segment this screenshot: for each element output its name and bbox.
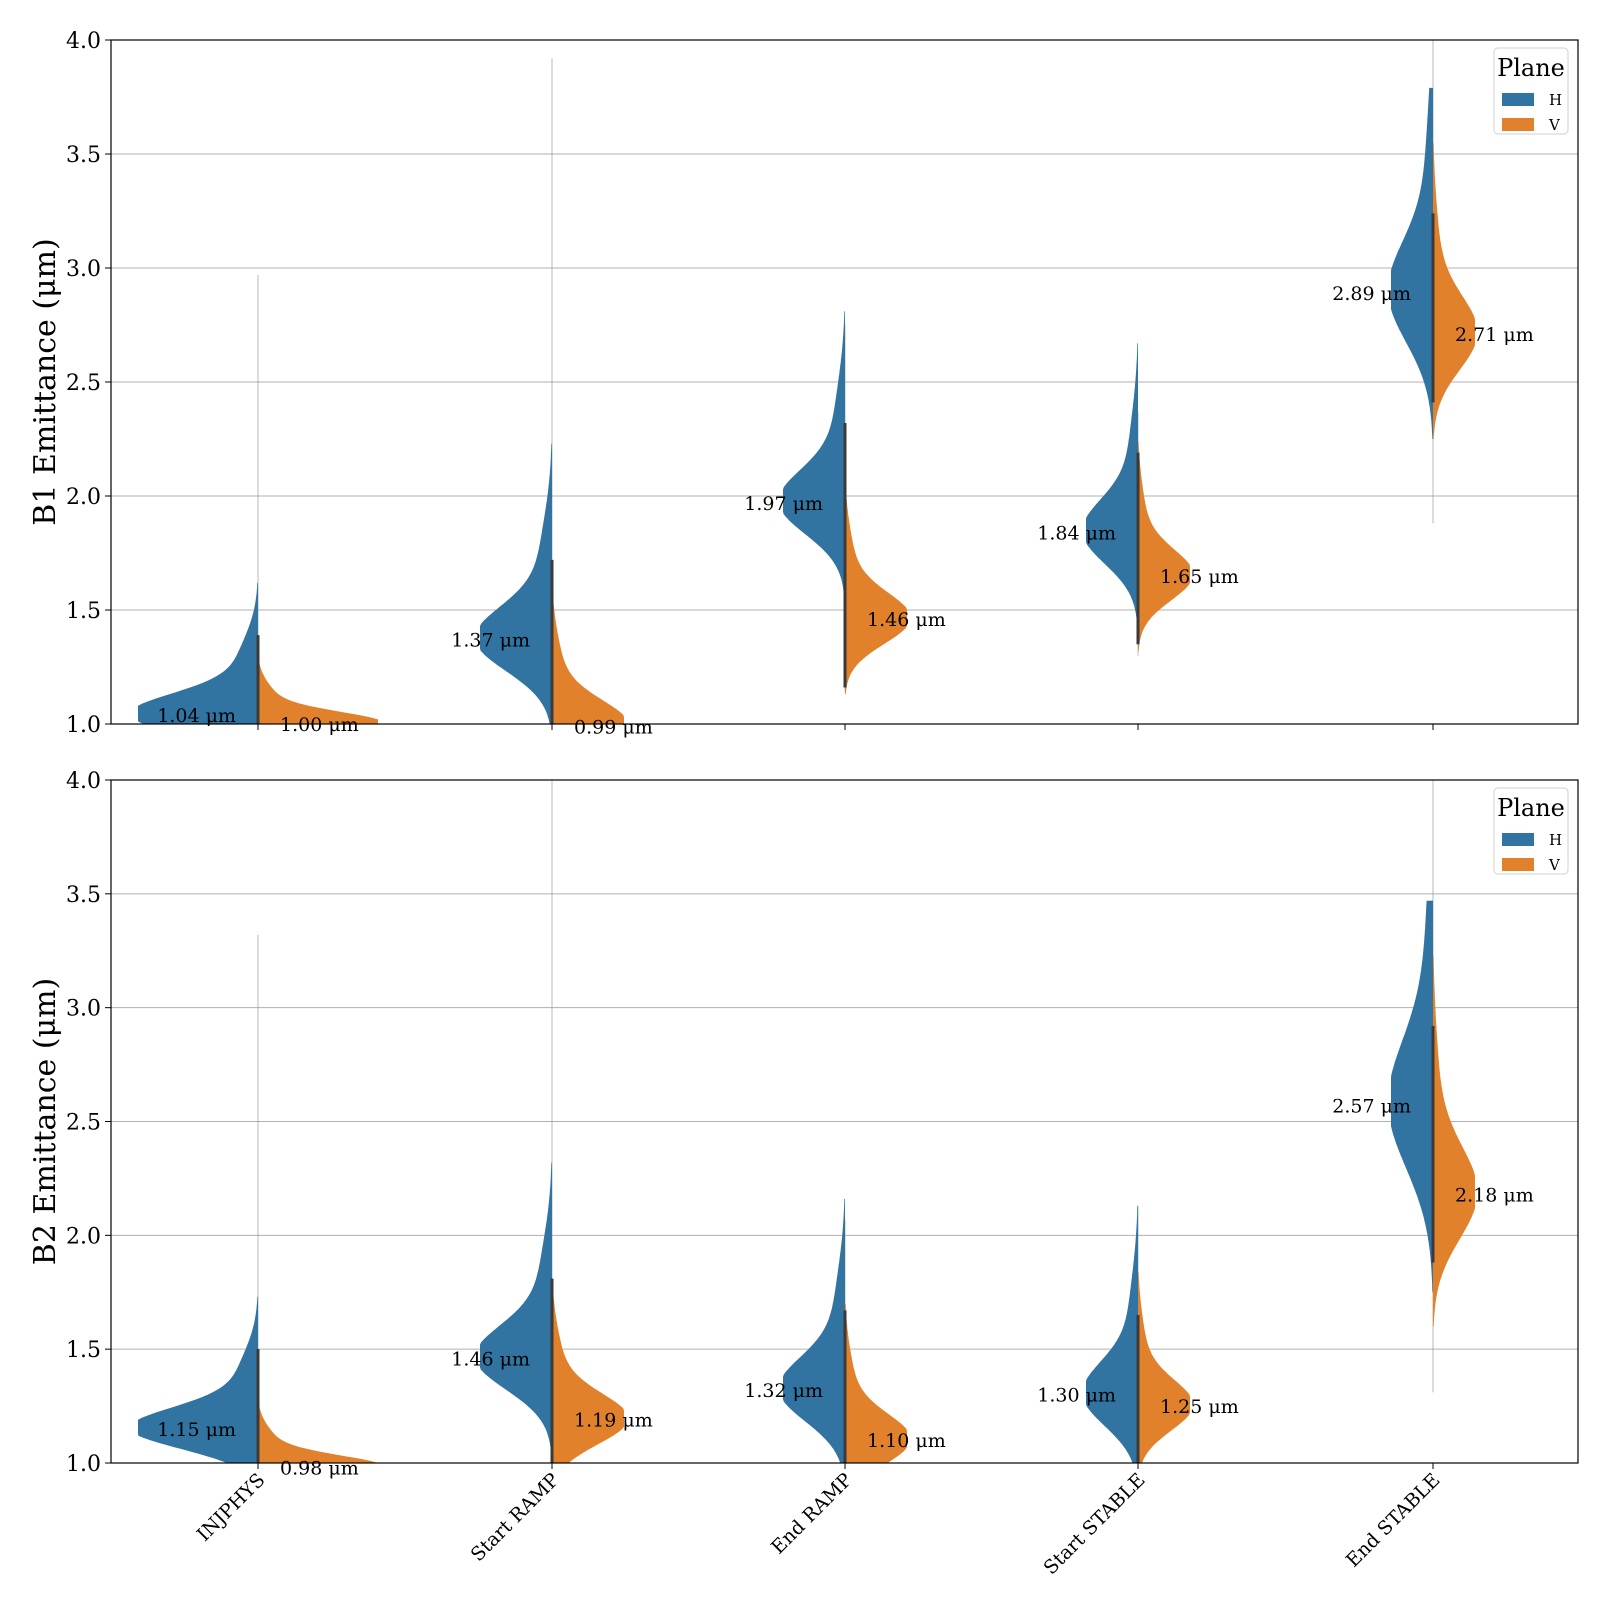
median-label-h: 1.84 μm bbox=[1037, 522, 1116, 544]
violin-h-0 bbox=[138, 582, 258, 724]
median-label-h: 1.97 μm bbox=[744, 493, 823, 515]
legend-label: H bbox=[1549, 91, 1562, 109]
x-tick-label: INJPHYS bbox=[193, 1469, 270, 1546]
violin-v-3 bbox=[1138, 441, 1190, 652]
y-tick-label: 4.0 bbox=[66, 29, 101, 54]
violin-v-4 bbox=[1433, 142, 1475, 439]
median-label-h: 2.89 μm bbox=[1332, 283, 1411, 305]
median-label-h: 1.30 μm bbox=[1037, 1385, 1116, 1407]
violin-v-1 bbox=[552, 587, 624, 724]
violin-v-0 bbox=[258, 657, 378, 724]
x-tick-label: End STABLE bbox=[1342, 1469, 1445, 1572]
violin-v-1 bbox=[552, 1280, 624, 1463]
y-tick-label: 2.5 bbox=[66, 371, 101, 396]
y-tick-label: 1.5 bbox=[66, 1338, 101, 1363]
median-label-h: 1.15 μm bbox=[157, 1419, 236, 1441]
median-label-h: 1.46 μm bbox=[451, 1348, 530, 1370]
legend-swatch-v bbox=[1502, 118, 1534, 131]
y-tick-label: 1.5 bbox=[66, 599, 101, 624]
y-tick-label: 3.5 bbox=[66, 883, 101, 908]
x-tick-label: Start STABLE bbox=[1040, 1469, 1150, 1579]
median-label-v: 0.99 μm bbox=[574, 716, 653, 738]
y-tick-label: 2.0 bbox=[66, 485, 101, 510]
legend: Plane HV bbox=[1493, 787, 1569, 875]
legend-label: H bbox=[1549, 831, 1562, 849]
violin-h-4 bbox=[1391, 87, 1433, 439]
legend-box bbox=[1493, 787, 1569, 875]
y-tick-label: 3.0 bbox=[66, 257, 101, 282]
violin-h-0 bbox=[138, 1296, 258, 1463]
violins bbox=[138, 780, 1475, 1463]
y-tick-label: 1.0 bbox=[66, 1452, 101, 1477]
y-tick-label: 2.5 bbox=[66, 1111, 101, 1136]
y-tick-label: 3.0 bbox=[66, 997, 101, 1022]
legend: Plane HV bbox=[1493, 47, 1569, 135]
y-tick-label: 2.0 bbox=[66, 1224, 101, 1249]
median-label-v: 0.98 μm bbox=[280, 1458, 359, 1480]
median-label-v: 1.19 μm bbox=[574, 1410, 653, 1432]
legend-label: V bbox=[1548, 116, 1561, 134]
violin-h-1 bbox=[480, 443, 552, 724]
chart-panel-b1: 1.0 1.5 2.0 2.5 3.0 3.5 4.0 B1 Emittance (μm) 1.… bbox=[28, 29, 1579, 738]
median-label-v: 1.25 μm bbox=[1160, 1396, 1239, 1418]
violin-v-2 bbox=[845, 482, 907, 695]
median-label-v: 1.00 μm bbox=[280, 714, 359, 736]
legend-swatch-h bbox=[1502, 93, 1534, 106]
median-label-v: 2.18 μm bbox=[1455, 1184, 1534, 1206]
y-axis-title: B1 Emittance (μm) bbox=[28, 238, 63, 525]
violin-h-3 bbox=[1086, 1205, 1138, 1463]
violin-h-2 bbox=[783, 311, 845, 601]
chart-panel-b2: 1.0 1.5 2.0 2.5 3.0 3.5 4.0 B2 Emittance (μm) 1.… bbox=[28, 769, 1579, 1579]
legend-swatch-v bbox=[1502, 858, 1534, 871]
x-tick-label: Start RAMP bbox=[467, 1469, 564, 1566]
violin-h-3 bbox=[1086, 343, 1138, 629]
median-label-h: 1.37 μm bbox=[451, 630, 530, 652]
median-label-h: 2.57 μm bbox=[1332, 1096, 1411, 1118]
violin-v-3 bbox=[1138, 1271, 1190, 1463]
y-axis-title: B2 Emittance (μm) bbox=[28, 978, 63, 1265]
legend-swatch-h bbox=[1502, 833, 1534, 846]
y-tick-label: 1.0 bbox=[66, 713, 101, 738]
violin-h-1 bbox=[480, 1162, 552, 1457]
y-tick-label: 3.5 bbox=[66, 143, 101, 168]
legend-box bbox=[1493, 47, 1569, 135]
violin-v-0 bbox=[258, 1401, 378, 1463]
legend-title: Plane bbox=[1497, 54, 1565, 82]
median-label-v: 2.71 μm bbox=[1455, 324, 1534, 346]
y-tick-label: 4.0 bbox=[66, 769, 101, 794]
violin-h-4 bbox=[1391, 900, 1433, 1293]
median-label-v: 1.10 μm bbox=[867, 1430, 946, 1452]
violin-v-2 bbox=[845, 1303, 907, 1463]
violin-h-2 bbox=[783, 1198, 845, 1463]
median-label-v: 1.46 μm bbox=[867, 609, 946, 631]
violin-v-4 bbox=[1433, 955, 1475, 1327]
legend-label: V bbox=[1548, 856, 1561, 874]
x-tick-label: End RAMP bbox=[767, 1469, 857, 1559]
median-label-h: 1.32 μm bbox=[744, 1380, 823, 1402]
legend-title: Plane bbox=[1497, 794, 1565, 822]
median-label-h: 1.04 μm bbox=[157, 705, 236, 727]
violins bbox=[138, 40, 1475, 724]
median-label-v: 1.65 μm bbox=[1160, 566, 1239, 588]
